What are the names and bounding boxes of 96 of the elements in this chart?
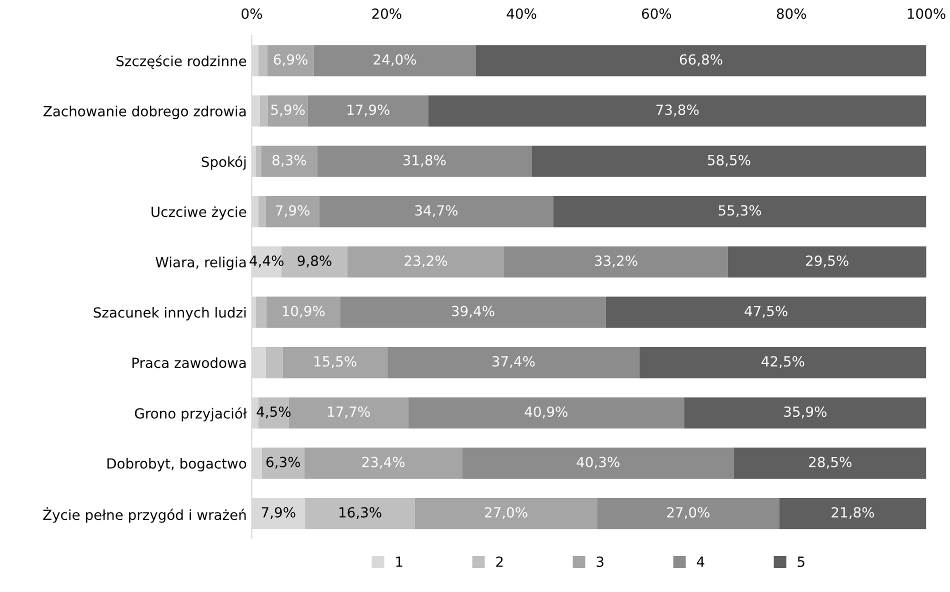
x-tick-label: 80%: [776, 8, 806, 19]
bar: [268, 95, 308, 127]
data-label: 17,7%: [328, 406, 370, 418]
bar: [314, 45, 476, 76]
bar: [260, 95, 268, 127]
bar: [348, 246, 504, 278]
y-tick-label: Praca zawodowa: [132, 357, 246, 368]
bar: [262, 448, 304, 479]
data-label: 17,9%: [348, 104, 390, 116]
x-tick-label: 0%: [242, 8, 262, 19]
data-label: 47,5%: [744, 306, 788, 318]
data-label: 37,4%: [492, 356, 535, 368]
data-label: 39,4%: [452, 306, 494, 318]
data-label: 10,9%: [282, 306, 325, 318]
data-label: 7,9%: [262, 507, 296, 520]
data-label: 24,0%: [374, 54, 416, 66]
bar: [462, 448, 734, 479]
y-tick-label: Życie pełne przygód i wrażeń: [43, 507, 246, 523]
y-tick-label: Szczęście rodzinne: [116, 55, 246, 69]
y-tick-label: Wiara, religia: [156, 256, 246, 270]
data-label: 40,9%: [524, 406, 568, 418]
data-label: 16,3%: [339, 507, 382, 520]
legend-label: 4: [696, 556, 704, 567]
bar: [532, 146, 926, 177]
data-label: 8,3%: [272, 154, 306, 167]
y-tick-label: Grono przyjaciół: [134, 407, 247, 422]
legend-label: 3: [596, 556, 604, 568]
data-label: 55,3%: [718, 205, 762, 218]
data-label: 27,0%: [667, 507, 710, 520]
bar: [258, 45, 268, 76]
data-label: 27,0%: [484, 507, 528, 520]
bar: [640, 347, 926, 378]
bar: [597, 498, 780, 530]
bar: [288, 397, 408, 429]
x-tick-label: 20%: [372, 8, 402, 19]
bar: [266, 296, 340, 328]
data-label: 23,4%: [362, 456, 405, 469]
bar: [553, 196, 926, 228]
data-label: 4,4%: [250, 255, 284, 268]
bar: [684, 397, 926, 429]
bar: [304, 448, 462, 479]
bar: [308, 95, 428, 127]
bar: [256, 296, 267, 328]
data-label: 5,9%: [271, 104, 305, 116]
bar: [266, 196, 320, 228]
data-label: 21,8%: [832, 507, 874, 520]
bar: [779, 498, 926, 530]
bar: [606, 296, 926, 328]
data-label: 9,8%: [298, 255, 332, 268]
data-label: 31,8%: [403, 154, 446, 167]
bar: [282, 347, 388, 378]
bar: [258, 397, 289, 429]
data-label: 58,5%: [708, 154, 750, 167]
y-tick-label: Szacunek innych ludzi: [94, 307, 246, 320]
x-tick-label: 60%: [642, 8, 672, 19]
data-label: 23,2%: [404, 255, 448, 268]
y-tick-label: Zachowanie dobrego zdrowia: [44, 106, 246, 120]
data-label: 6,9%: [274, 54, 308, 66]
data-label: 34,7%: [415, 205, 458, 218]
bar: [408, 397, 684, 429]
bar: [261, 146, 318, 177]
bar: [387, 347, 640, 378]
data-label: 66,8%: [680, 54, 722, 66]
y-tick-label: Spokój: [202, 156, 246, 170]
data-label: 29,5%: [806, 255, 848, 268]
data-label: 6,3%: [266, 456, 300, 469]
bar: [258, 196, 266, 228]
bar: [734, 448, 926, 479]
data-label: 28,5%: [809, 456, 852, 469]
bar: [319, 196, 554, 228]
legend-label: 5: [798, 556, 804, 568]
data-label: 40,3%: [576, 456, 620, 469]
data-label: 42,5%: [762, 356, 804, 368]
y-tick-label: Dobrobyt, bogactwo: [107, 458, 246, 472]
bar: [504, 246, 728, 278]
data-label: 33,2%: [594, 255, 638, 268]
bar: [728, 246, 926, 278]
bar: [266, 347, 283, 378]
legend-label: 1: [396, 556, 402, 567]
x-tick-label: 40%: [506, 8, 536, 19]
bar: [256, 146, 262, 177]
bar: [340, 296, 606, 328]
data-label: 35,9%: [784, 406, 826, 418]
bar: [414, 498, 598, 530]
bar: [305, 498, 415, 530]
legend-label: 2: [496, 556, 503, 567]
data-label: 7,9%: [276, 205, 310, 218]
bar: [428, 95, 926, 127]
bar: [267, 45, 314, 76]
x-tick-label: 100%: [908, 8, 946, 19]
data-label: 15,5%: [314, 356, 356, 368]
bar: [317, 146, 532, 177]
data-label: 4,5%: [256, 406, 291, 418]
data-label: 73,8%: [656, 104, 699, 116]
y-tick-label: Uczciwe życie: [152, 206, 246, 220]
bar: [476, 45, 926, 76]
